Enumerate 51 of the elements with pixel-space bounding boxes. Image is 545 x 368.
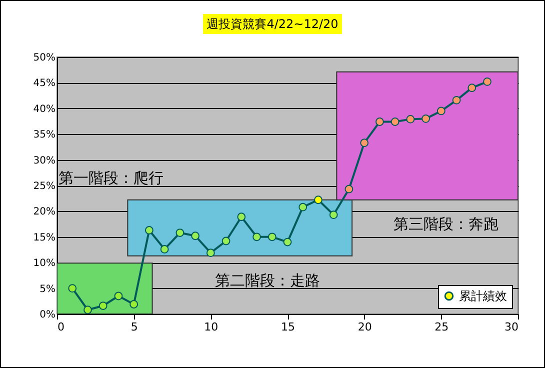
legend-label: 累計績效 [459,289,507,303]
y-tick-label: 20% [33,206,56,218]
point [206,248,215,258]
y-tick-label: 15% [33,232,56,244]
y-tick-label: 45% [33,78,56,90]
x-tick-label: 15 [281,320,295,334]
point [252,232,261,242]
chart-title: 週投資競賽4/22~12/20 [202,14,342,34]
point [84,306,92,314]
point [130,300,138,308]
y-tick-label: 35% [33,130,56,141]
point [483,77,492,86]
point [360,138,369,148]
x-tick-label: 0 [58,320,64,334]
x-tick-label: 25 [434,320,449,334]
point [160,245,169,254]
y-tick-label: 0% [40,310,56,320]
point [68,284,77,292]
y-tick-label: 5% [40,284,56,295]
y-tick-label: 50% [33,52,56,64]
annotation: 第一階段：爬行 [58,168,164,187]
point [329,210,338,219]
point [436,106,446,116]
y-tick-label: 30% [33,155,56,166]
point [114,292,123,300]
y-tick-label: 10% [33,258,56,270]
point [268,232,276,242]
point [406,114,415,124]
point [191,232,200,240]
point [452,96,461,104]
y-tick-label: 25% [33,181,56,192]
point [98,302,108,310]
point [314,196,322,204]
point [176,228,184,237]
point [422,114,430,123]
y-tick-label: 40% [33,104,56,115]
point [375,118,384,126]
point [144,226,154,234]
point [283,238,292,246]
x-tick-label: 10 [204,320,218,334]
point [237,212,246,222]
point [298,202,308,212]
point [222,236,230,246]
x-tick-label: 5 [130,320,138,334]
annotation: 第三階段：奔跑 [393,215,498,234]
annotation: 第二階段：走路 [215,272,320,290]
x-tick-label: 20 [358,320,372,334]
point [468,84,476,92]
point [390,118,400,126]
point [344,184,354,194]
x-tick-label: 30 [504,320,518,334]
